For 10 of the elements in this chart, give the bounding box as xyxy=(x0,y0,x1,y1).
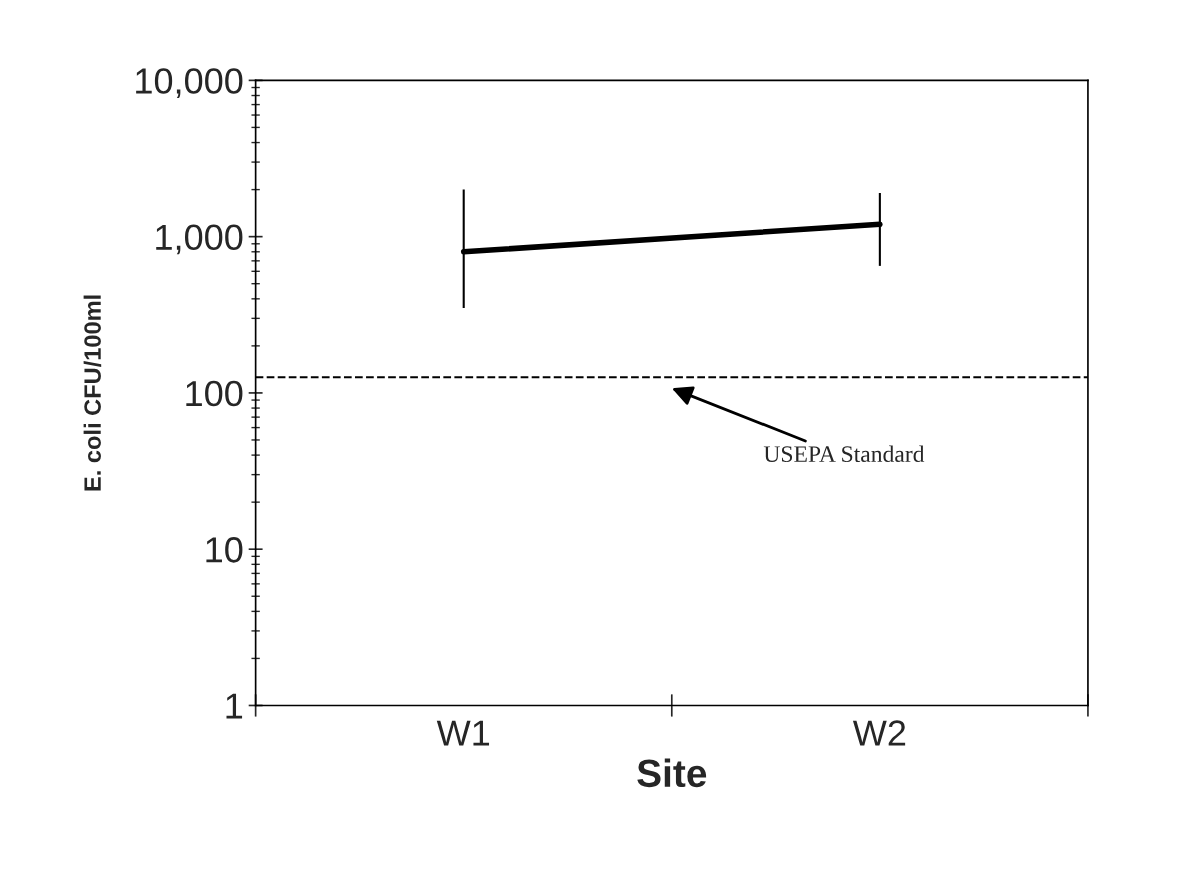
y-tick-label: 10 xyxy=(206,537,243,563)
x-tick-label: W1 xyxy=(436,720,490,746)
y-tick-label: 1 xyxy=(226,693,243,719)
ref-line-label: USEPA Standard xyxy=(763,445,925,463)
y-tick-label: 10,000 xyxy=(136,68,243,99)
y-tick-label: 100 xyxy=(186,380,243,407)
x-axis-title: Site xyxy=(637,758,707,788)
x-tick-label: W2 xyxy=(852,720,906,746)
y-axis-title: E. coli CFU/100ml xyxy=(83,295,102,491)
y-tick-label: 1,000 xyxy=(156,224,243,255)
